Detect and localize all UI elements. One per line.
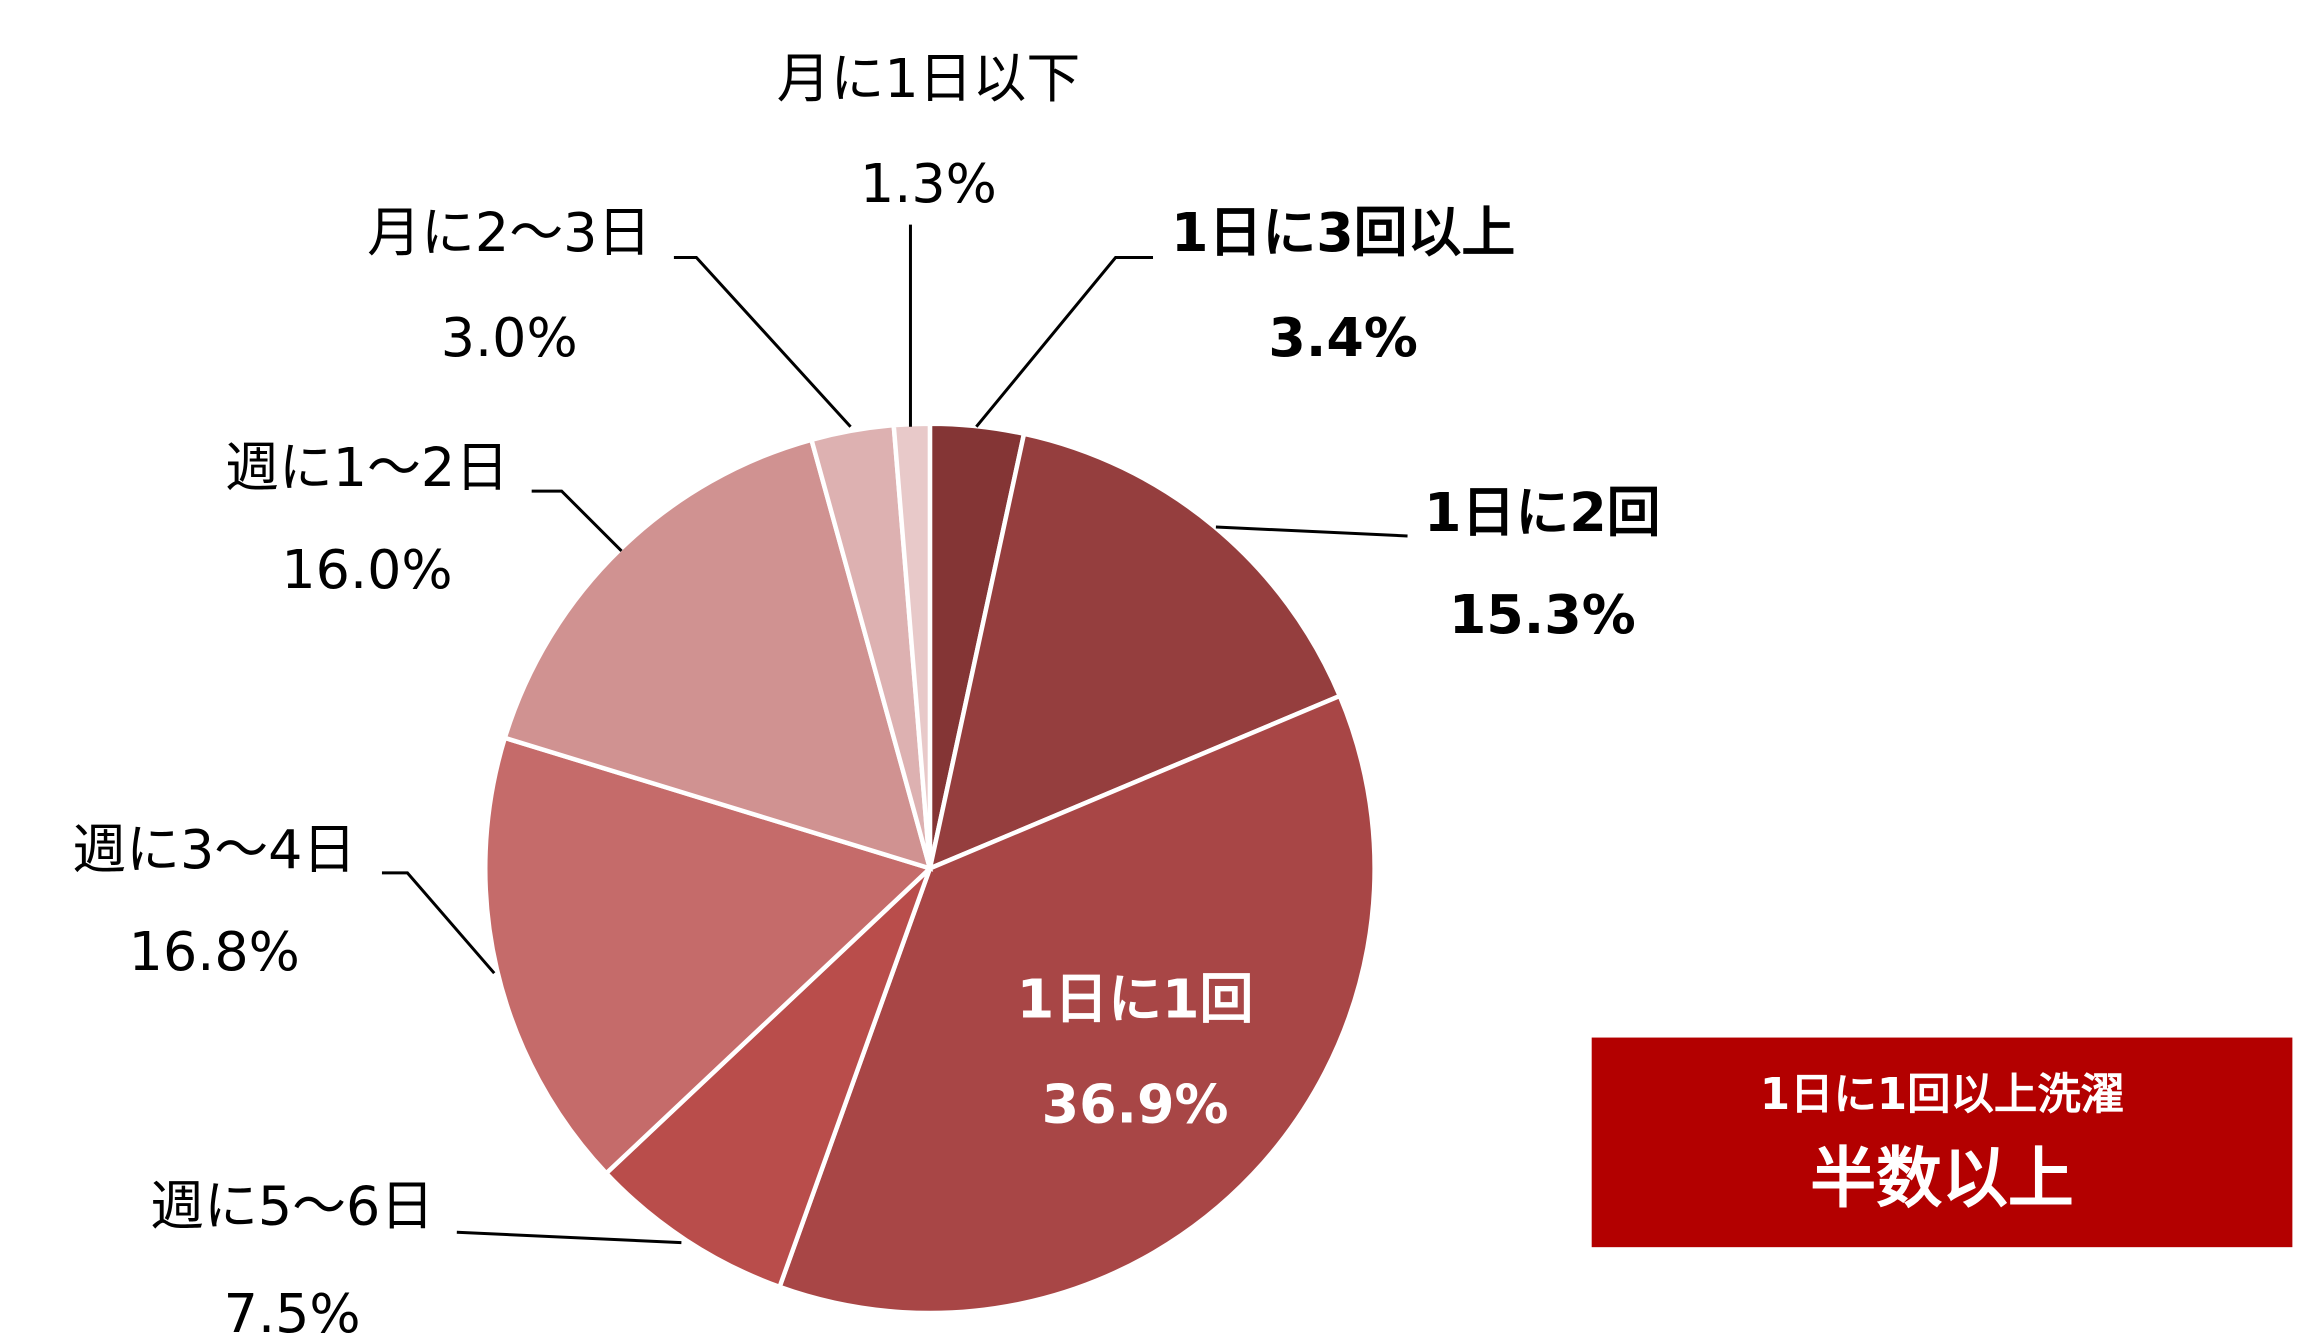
slice-value: 7.5% bbox=[224, 1282, 361, 1337]
slice-label: 週に5～6日 bbox=[150, 1174, 434, 1237]
slice-label: 1日に1回 bbox=[1017, 968, 1254, 1031]
slice-value: 3.4% bbox=[1268, 306, 1417, 369]
leader-line bbox=[456, 1230, 682, 1245]
callout-box bbox=[1591, 1037, 2293, 1248]
slice-label: 月に1日以下 bbox=[777, 47, 1081, 110]
slice-label: 週に1～2日 bbox=[225, 436, 509, 499]
callout-headline: 半数以上 bbox=[1810, 1140, 2073, 1217]
slice-value: 3.0% bbox=[441, 306, 578, 369]
slice-label: 1日に2回 bbox=[1424, 481, 1661, 544]
pie-slice bbox=[483, 735, 935, 1177]
pie-slice bbox=[776, 693, 1377, 1316]
slice-label: 月に2～3日 bbox=[367, 201, 651, 264]
slice-label: 1日に3回以上 bbox=[1171, 201, 1515, 264]
slice-label: 週に3～4日 bbox=[72, 818, 356, 881]
leader-line bbox=[381, 871, 496, 975]
slice-value: 36.9% bbox=[1042, 1073, 1229, 1136]
leader-line bbox=[975, 256, 1154, 428]
slice-value: 1.3% bbox=[860, 152, 997, 215]
slice-value: 15.3% bbox=[1449, 583, 1636, 646]
leader-line bbox=[673, 256, 852, 428]
leader-line bbox=[1215, 525, 1408, 538]
pie-slice bbox=[926, 431, 1343, 873]
pie-slice bbox=[603, 866, 933, 1290]
leader-line bbox=[531, 489, 623, 553]
slice-value: 16.8% bbox=[129, 920, 300, 983]
callout-text: 1日に1回以上洗濯 bbox=[1760, 1070, 2124, 1120]
slice-value: 16.0% bbox=[281, 538, 452, 601]
